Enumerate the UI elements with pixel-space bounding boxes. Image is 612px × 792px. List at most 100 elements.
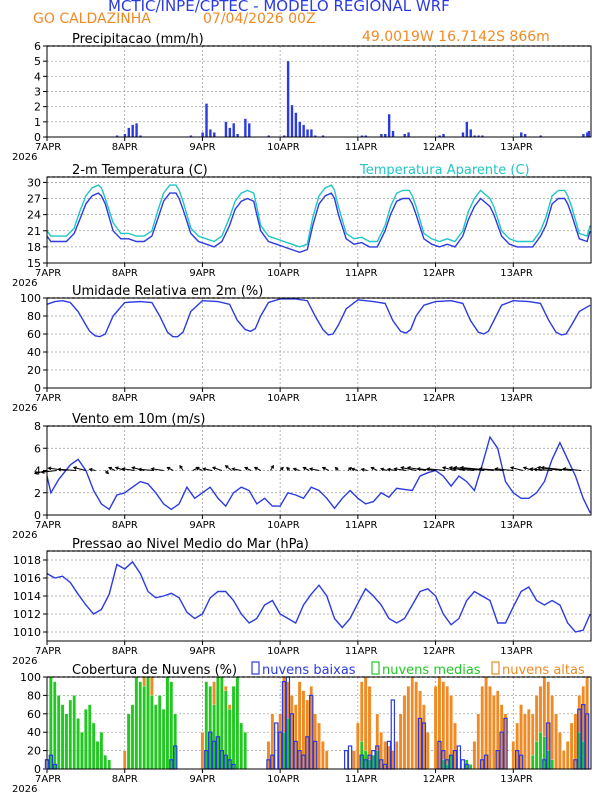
y-tick-label: 60 bbox=[27, 708, 41, 721]
cloud-bar-nuvens-altas bbox=[562, 750, 566, 770]
cloud-bar-nuvens-medias bbox=[134, 676, 139, 770]
precip-bar bbox=[587, 130, 591, 137]
cloud-bar-nuvens-medias bbox=[76, 718, 80, 770]
wind-vector bbox=[417, 468, 436, 471]
cloud-bar-nuvens-altas bbox=[321, 741, 325, 770]
wind-vector bbox=[34, 470, 48, 474]
cloud-bar-nuvens-medias bbox=[235, 676, 240, 770]
cloud-bar-nuvens-medias bbox=[161, 709, 166, 770]
x-tick-label: 9APR bbox=[189, 268, 215, 279]
precip-bar bbox=[403, 133, 406, 137]
wind-vector bbox=[58, 468, 77, 471]
wind-vector-head bbox=[114, 466, 119, 471]
cloud-bar-nuvens-medias bbox=[99, 732, 104, 770]
panel-6: 0 20 40 60 80 100 7APR 8APR 9APR 10APR 11APR 12APR 1… bbox=[12, 661, 592, 792]
wind-vector-head bbox=[286, 466, 290, 471]
x-tick-label: 10APR bbox=[267, 774, 300, 785]
precip-bar bbox=[407, 132, 410, 137]
wind-vector-head bbox=[533, 467, 538, 472]
cloud-bar-nuvens-medias bbox=[80, 732, 84, 770]
y-tick-label: 0 bbox=[34, 763, 41, 776]
wind-vector-head bbox=[211, 466, 216, 471]
x-year-label: 2026 bbox=[12, 784, 37, 792]
precip-bar bbox=[438, 135, 441, 137]
precip-bar bbox=[236, 133, 239, 137]
wind-vector bbox=[407, 467, 426, 471]
cloud-bar-nuvens-altas bbox=[406, 686, 411, 770]
y-tick-label: 20 bbox=[27, 745, 41, 758]
wind-vector-head bbox=[350, 467, 355, 472]
cloud-bar-nuvens-altas bbox=[480, 686, 484, 770]
wind-vector-head bbox=[280, 466, 284, 471]
x-tick-label: 11APR bbox=[345, 646, 378, 657]
panel-1: 0 1 2 3 4 5 6 7APR 8APR 9APR 10APR 11APR 12APR 13APR 2… bbox=[12, 32, 592, 163]
x-year-label: 2026 bbox=[12, 403, 37, 414]
x-tick-label: 8APR bbox=[112, 142, 138, 153]
precip-bar bbox=[135, 123, 138, 137]
wind-vector bbox=[115, 467, 125, 471]
cloud-bar-nuvens-medias bbox=[150, 695, 154, 770]
x-tick-label: 8APR bbox=[112, 646, 138, 657]
cloud-bar-nuvens-altas bbox=[200, 732, 205, 770]
x-year-label: 2026 bbox=[12, 152, 37, 163]
series-line-blue bbox=[46, 560, 591, 633]
wind-vector-head bbox=[509, 466, 515, 470]
cloud-bar-nuvens-medias bbox=[550, 759, 554, 770]
cloud-bar-nuvens-altas bbox=[398, 713, 403, 770]
header-coords: 49.0019W 16.7142S 866m bbox=[362, 29, 550, 45]
legend-label: nuvens altas bbox=[502, 663, 585, 678]
precip-bar bbox=[294, 112, 298, 137]
y-tick-label: 8 bbox=[34, 420, 41, 433]
series-line-blue bbox=[46, 435, 591, 514]
cloud-bar-nuvens-medias bbox=[68, 699, 73, 770]
wind-vector bbox=[322, 467, 329, 471]
wind-vector bbox=[380, 468, 388, 471]
x-tick-label: 12APR bbox=[423, 393, 456, 404]
wind-vector bbox=[151, 468, 164, 471]
wind-vector-head bbox=[72, 466, 77, 470]
cloud-bar-nuvens-medias bbox=[243, 732, 247, 770]
precip-bar bbox=[364, 135, 368, 137]
wind-vector-head bbox=[57, 467, 62, 472]
cloud-bar-nuvens-baixas bbox=[274, 722, 279, 770]
precip-bar bbox=[267, 135, 270, 137]
wind-vector bbox=[303, 467, 310, 471]
y-tick-label: 15 bbox=[27, 257, 41, 270]
wind-vector bbox=[351, 468, 359, 471]
series-line-cyan bbox=[46, 184, 591, 248]
cloud-bar-nuvens-altas bbox=[558, 732, 562, 770]
wind-vector bbox=[387, 468, 397, 471]
cloud-bar-nuvens-medias bbox=[146, 676, 150, 770]
cloud-bar-nuvens-medias bbox=[84, 709, 88, 770]
cloud-bar-nuvens-medias bbox=[154, 704, 158, 770]
precip-bar bbox=[384, 133, 387, 137]
cloud-bar-nuvens-medias bbox=[126, 713, 131, 770]
cloud-bar-nuvens-medias bbox=[87, 704, 92, 770]
legend-swatch bbox=[251, 661, 260, 675]
precip-bar bbox=[139, 135, 142, 137]
precip-bar bbox=[115, 135, 119, 137]
wind-vector-head bbox=[224, 465, 229, 469]
wind-vector-head bbox=[47, 466, 52, 471]
wind-vector-head bbox=[131, 466, 136, 470]
precip-bar bbox=[461, 132, 465, 137]
precip-bar bbox=[244, 118, 247, 137]
precip-bar bbox=[586, 132, 589, 137]
y-tick-label: 18 bbox=[27, 241, 41, 254]
cloud-bar-nuvens-altas bbox=[426, 732, 430, 770]
panel-title: Vento em 10m (m/s) bbox=[72, 412, 205, 427]
cloud-bar-nuvens-baixas bbox=[456, 745, 462, 770]
wind-vector-head bbox=[302, 466, 307, 471]
precip-bar bbox=[380, 133, 383, 137]
y-tick-label: 1016 bbox=[13, 572, 41, 585]
precip-bar bbox=[387, 114, 391, 137]
wind-vector-head bbox=[150, 467, 155, 471]
x-tick-label: 12APR bbox=[423, 142, 456, 153]
wind-vector-head bbox=[386, 467, 391, 472]
x-tick-label: 9APR bbox=[189, 520, 215, 531]
wind-vector-head bbox=[244, 466, 249, 471]
cloud-bar-nuvens-medias bbox=[239, 722, 244, 770]
x-tick-label: 9APR bbox=[189, 393, 215, 404]
precip-bar bbox=[189, 135, 193, 137]
